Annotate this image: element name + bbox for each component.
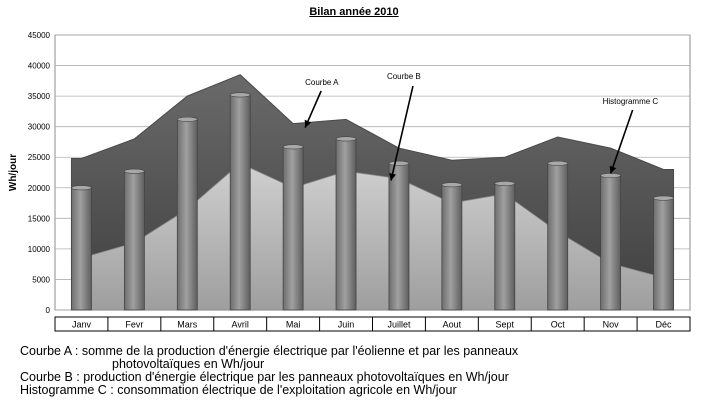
bar-histogramme-c [176, 118, 198, 311]
y-tick-label: 0 [46, 306, 51, 315]
y-tick-label: 40000 [28, 62, 51, 71]
y-tick-label: 10000 [28, 245, 51, 254]
bar-histogramme-c [600, 175, 622, 311]
y-tick-label: 25000 [28, 153, 51, 162]
bar-histogramme-c [388, 162, 410, 311]
y-tick-label: 30000 [28, 123, 51, 132]
x-tick-label: Déc [656, 320, 673, 330]
x-tick-label: Fevr [125, 320, 143, 330]
bar-histogramme-c [653, 197, 674, 311]
y-tick-label: 15000 [28, 214, 51, 223]
x-tick-label: Oct [551, 320, 566, 330]
bar-histogramme-c [71, 187, 92, 311]
x-tick-label: Mars [177, 320, 197, 330]
bar-top [282, 144, 304, 150]
bar-top [653, 195, 674, 201]
chart-title: Bilan année 2010 [309, 6, 399, 18]
chart-svg: 0 5000 10000 15000 20000 25000 30000 35000 40000… [8, 31, 691, 332]
annotation-courbe-a: Courbe A [305, 78, 339, 87]
bar-top [388, 160, 410, 166]
bar-top [71, 185, 92, 191]
legend-courbe-b: Courbe B : production d'énergie électriq… [20, 370, 509, 384]
y-tick-label: 20000 [28, 184, 51, 193]
y-axis-label: Wh/jour [8, 154, 19, 191]
bar-histogramme-c [441, 184, 463, 311]
annotation-arrow-courbe-a-head [304, 119, 312, 128]
x-tick-label: Aout [443, 320, 462, 330]
bar-histogramme-c [123, 170, 145, 311]
bar-histogramme-c [335, 138, 357, 311]
bar-histogramme-c [282, 146, 304, 311]
legend-histogramme-c: Histogramme C : consommation électrique … [20, 383, 457, 397]
annotation-arrow-courbe-b-head [389, 173, 396, 181]
x-tick-label: Juillet [387, 320, 411, 330]
bar-top [600, 173, 621, 179]
bar-top [494, 181, 516, 187]
annotation-arrow-histogramme-c [609, 109, 634, 174]
bar-top [124, 168, 145, 174]
annotation-arrow-histogramme-c-head [609, 165, 617, 174]
annotation-histogramme-c: Histogramme C [603, 97, 659, 106]
x-tick-label: Nov [603, 320, 620, 330]
y-tick-label: 45000 [28, 31, 51, 40]
x-tick-label: Sept [496, 320, 515, 330]
y-tick-label: 35000 [28, 92, 51, 101]
bar-top [441, 182, 463, 188]
x-tick-label: Janv [72, 320, 92, 330]
bar-top [229, 92, 251, 98]
annotation-courbe-b: Courbe B [387, 72, 421, 81]
legend-courbe-a: Courbe A : somme de la production d'éner… [20, 344, 519, 358]
bar-top [176, 116, 198, 122]
bar-top [547, 160, 569, 166]
legend-courbe-a-continued: photovoltaïques en Wh/jour [112, 357, 265, 371]
annotation-arrow-courbe-b [390, 85, 414, 181]
bar-top [335, 136, 357, 142]
chart: Bilan année 2010 0 5000 10000 15000 20000 250… [8, 6, 691, 332]
y-tick-label: 5000 [32, 275, 50, 284]
bar-histogramme-c [547, 162, 569, 311]
x-tick-label: Juin [338, 320, 355, 330]
x-tick-label: Mai [286, 320, 301, 330]
bar-histogramme-c [494, 183, 516, 311]
chart-legend: Courbe A : somme de la production d'éner… [20, 345, 700, 397]
x-tick-label: Avril [232, 320, 249, 330]
bar-histogramme-c [229, 94, 251, 311]
